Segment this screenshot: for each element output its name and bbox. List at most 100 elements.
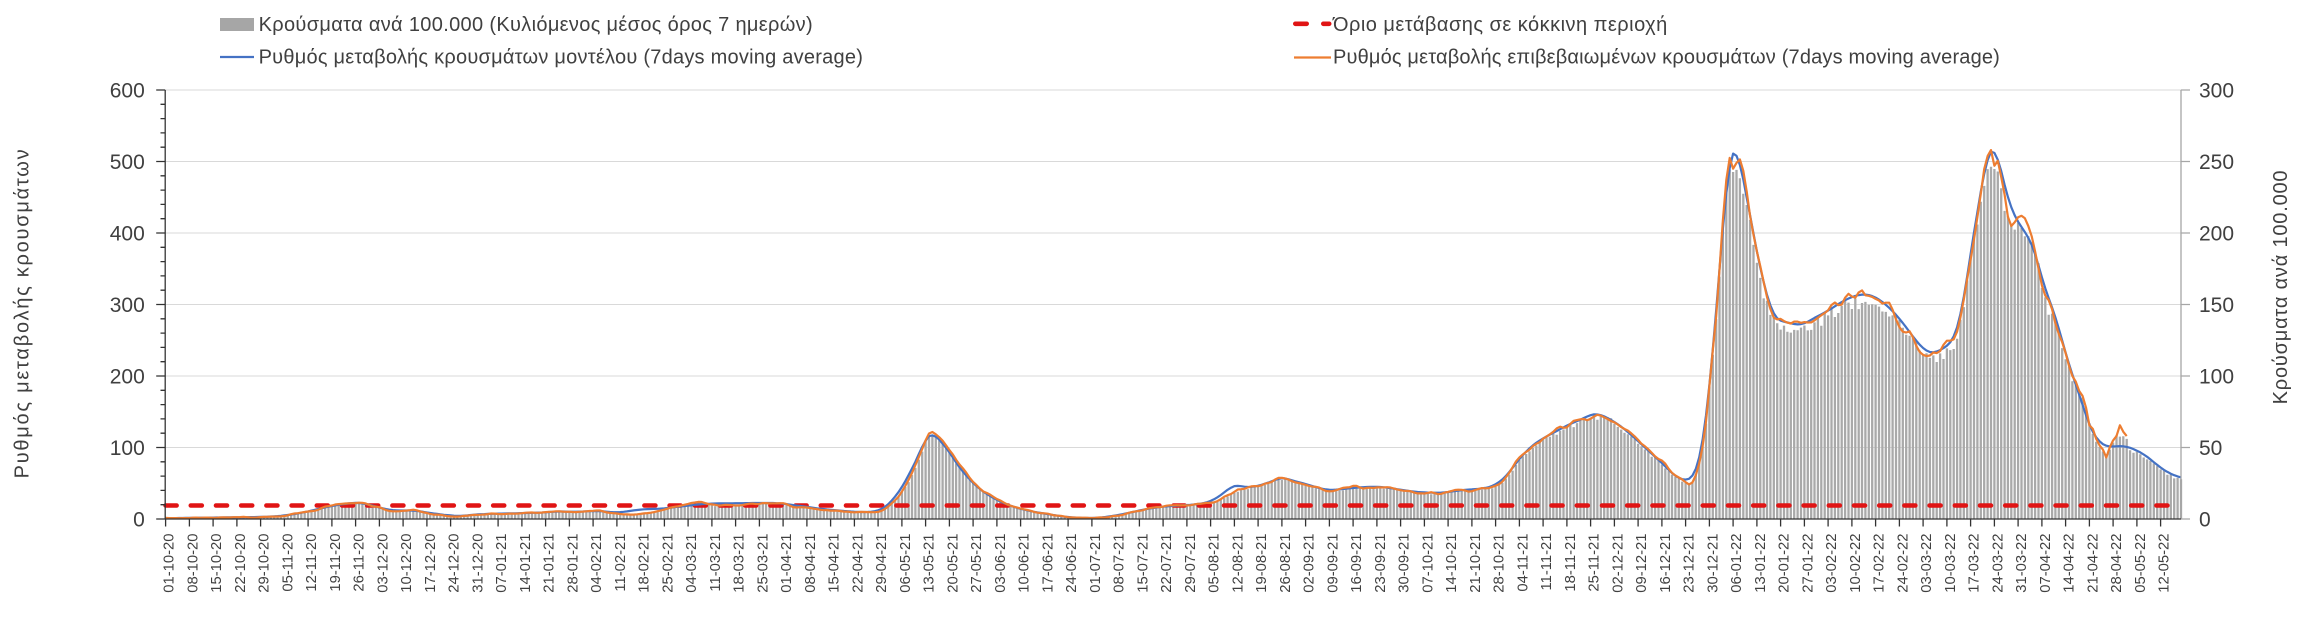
svg-text:29-10-20: 29-10-20 [257, 534, 273, 593]
svg-text:400: 400 [110, 223, 145, 246]
svg-text:600: 600 [110, 80, 145, 103]
svg-text:01-10-20: 01-10-20 [162, 534, 178, 593]
svg-text:300: 300 [110, 294, 145, 317]
svg-text:11-03-21: 11-03-21 [708, 534, 724, 592]
svg-text:31-12-20: 31-12-20 [470, 534, 486, 593]
svg-text:100: 100 [2199, 366, 2234, 389]
svg-text:27-01-22: 27-01-22 [1800, 534, 1816, 593]
svg-text:200: 200 [2199, 223, 2234, 246]
svg-text:500: 500 [110, 151, 145, 174]
svg-text:18-03-21: 18-03-21 [732, 534, 748, 593]
svg-text:150: 150 [2199, 294, 2234, 317]
svg-text:08-04-21: 08-04-21 [803, 534, 819, 593]
svg-text:28-04-22: 28-04-22 [2109, 534, 2125, 593]
svg-text:20-05-21: 20-05-21 [945, 534, 961, 593]
svg-text:29-07-21: 29-07-21 [1183, 534, 1199, 593]
svg-text:17-03-22: 17-03-22 [1967, 534, 1983, 593]
svg-text:05-05-22: 05-05-22 [2133, 534, 2149, 593]
svg-text:06-01-22: 06-01-22 [1729, 534, 1745, 593]
svg-text:10-06-21: 10-06-21 [1017, 534, 1033, 593]
svg-text:14-04-22: 14-04-22 [2062, 534, 2078, 593]
svg-text:10-12-20: 10-12-20 [399, 534, 415, 593]
svg-text:03-06-21: 03-06-21 [993, 534, 1009, 593]
svg-text:28-10-21: 28-10-21 [1492, 534, 1508, 593]
svg-text:17-06-21: 17-06-21 [1040, 534, 1056, 593]
svg-text:11-11-21: 11-11-21 [1539, 534, 1555, 591]
svg-text:24-02-22: 24-02-22 [1895, 534, 1911, 593]
svg-text:07-04-22: 07-04-22 [2038, 534, 2054, 593]
svg-text:Ρυθμός μεταβολής επιβεβαιωμένω: Ρυθμός μεταβολής επιβεβαιωμένων κρουσμάτ… [1333, 47, 2000, 69]
svg-text:Όριο μετάβασης σε κόκκινη περι: Όριο μετάβασης σε κόκκινη περιοχή [1332, 14, 1668, 36]
svg-text:19-11-20: 19-11-20 [328, 534, 344, 592]
svg-text:21-01-21: 21-01-21 [542, 534, 558, 593]
svg-text:27-05-21: 27-05-21 [969, 534, 985, 593]
svg-text:25-11-21: 25-11-21 [1587, 534, 1603, 592]
svg-text:13-05-21: 13-05-21 [922, 534, 938, 593]
svg-text:19-08-21: 19-08-21 [1254, 534, 1270, 593]
svg-text:17-12-20: 17-12-20 [423, 534, 439, 593]
svg-text:06-05-21: 06-05-21 [898, 534, 914, 593]
svg-text:24-06-21: 24-06-21 [1064, 534, 1080, 593]
svg-text:15-04-21: 15-04-21 [827, 534, 843, 593]
svg-text:01-04-21: 01-04-21 [779, 534, 795, 593]
svg-text:26-11-20: 26-11-20 [352, 534, 368, 592]
svg-text:20-01-22: 20-01-22 [1777, 534, 1793, 593]
svg-text:30-12-21: 30-12-21 [1705, 534, 1721, 593]
svg-text:50: 50 [2199, 437, 2222, 460]
svg-text:0: 0 [2199, 509, 2211, 532]
svg-text:200: 200 [110, 366, 145, 389]
svg-text:04-11-21: 04-11-21 [1515, 534, 1531, 592]
svg-text:02-12-21: 02-12-21 [1610, 534, 1626, 593]
svg-text:17-02-22: 17-02-22 [1872, 534, 1888, 593]
svg-text:0: 0 [133, 509, 145, 532]
svg-text:01-07-21: 01-07-21 [1088, 534, 1104, 593]
svg-text:21-10-21: 21-10-21 [1468, 534, 1484, 593]
svg-text:18-02-21: 18-02-21 [637, 534, 653, 593]
svg-text:15-07-21: 15-07-21 [1135, 534, 1151, 593]
svg-text:300: 300 [2199, 80, 2234, 103]
svg-text:15-10-20: 15-10-20 [209, 534, 225, 593]
svg-text:21-04-22: 21-04-22 [2085, 534, 2101, 593]
svg-text:22-04-21: 22-04-21 [850, 534, 866, 593]
svg-text:03-02-22: 03-02-22 [1824, 534, 1840, 593]
svg-text:16-12-21: 16-12-21 [1658, 534, 1674, 593]
svg-text:23-09-21: 23-09-21 [1373, 534, 1389, 593]
svg-text:04-02-21: 04-02-21 [589, 534, 605, 593]
svg-text:12-08-21: 12-08-21 [1230, 534, 1246, 593]
svg-text:Κρούσματα ανά 100.000 (Κυλιόμε: Κρούσματα ανά 100.000 (Κυλιόμενος μέσος … [259, 14, 813, 36]
svg-text:Ρυθμός μεταβολής κρουσμάτων μο: Ρυθμός μεταβολής κρουσμάτων μοντέλου (7d… [259, 47, 864, 69]
svg-text:08-10-20: 08-10-20 [185, 534, 201, 593]
svg-text:30-09-21: 30-09-21 [1397, 534, 1413, 593]
svg-text:25-02-21: 25-02-21 [660, 534, 676, 593]
svg-text:16-09-21: 16-09-21 [1349, 534, 1365, 593]
svg-text:18-11-21: 18-11-21 [1563, 534, 1579, 592]
svg-text:03-03-22: 03-03-22 [1919, 534, 1935, 593]
svg-text:22-10-20: 22-10-20 [233, 534, 249, 593]
svg-text:28-01-21: 28-01-21 [565, 534, 581, 593]
svg-text:100: 100 [110, 437, 145, 460]
svg-text:13-01-22: 13-01-22 [1753, 534, 1769, 593]
svg-text:10-03-22: 10-03-22 [1943, 534, 1959, 593]
svg-text:250: 250 [2199, 151, 2234, 174]
svg-text:09-09-21: 09-09-21 [1325, 534, 1341, 593]
svg-text:25-03-21: 25-03-21 [755, 534, 771, 593]
svg-text:12-05-22: 12-05-22 [2157, 534, 2173, 593]
svg-text:07-01-21: 07-01-21 [494, 534, 510, 593]
svg-text:12-11-20: 12-11-20 [304, 534, 320, 592]
svg-text:24-12-20: 24-12-20 [447, 534, 463, 593]
svg-text:Κρούσματα ανά 100.000: Κρούσματα ανά 100.000 [2270, 170, 2292, 405]
svg-text:03-12-20: 03-12-20 [375, 534, 391, 593]
svg-text:Ρυθμός μεταβολής κρουσμάτων: Ρυθμός μεταβολής κρουσμάτων [12, 148, 34, 479]
svg-text:11-02-21: 11-02-21 [613, 534, 629, 592]
svg-text:10-02-22: 10-02-22 [1848, 534, 1864, 593]
svg-text:05-08-21: 05-08-21 [1207, 534, 1223, 593]
svg-text:08-07-21: 08-07-21 [1112, 534, 1128, 593]
svg-text:02-09-21: 02-09-21 [1302, 534, 1318, 593]
svg-text:26-08-21: 26-08-21 [1278, 534, 1294, 593]
svg-text:04-03-21: 04-03-21 [684, 534, 700, 593]
svg-text:22-07-21: 22-07-21 [1159, 534, 1175, 593]
svg-text:14-10-21: 14-10-21 [1444, 534, 1460, 593]
svg-text:09-12-21: 09-12-21 [1634, 534, 1650, 593]
svg-text:07-10-21: 07-10-21 [1420, 534, 1436, 593]
svg-text:23-12-21: 23-12-21 [1682, 534, 1698, 593]
